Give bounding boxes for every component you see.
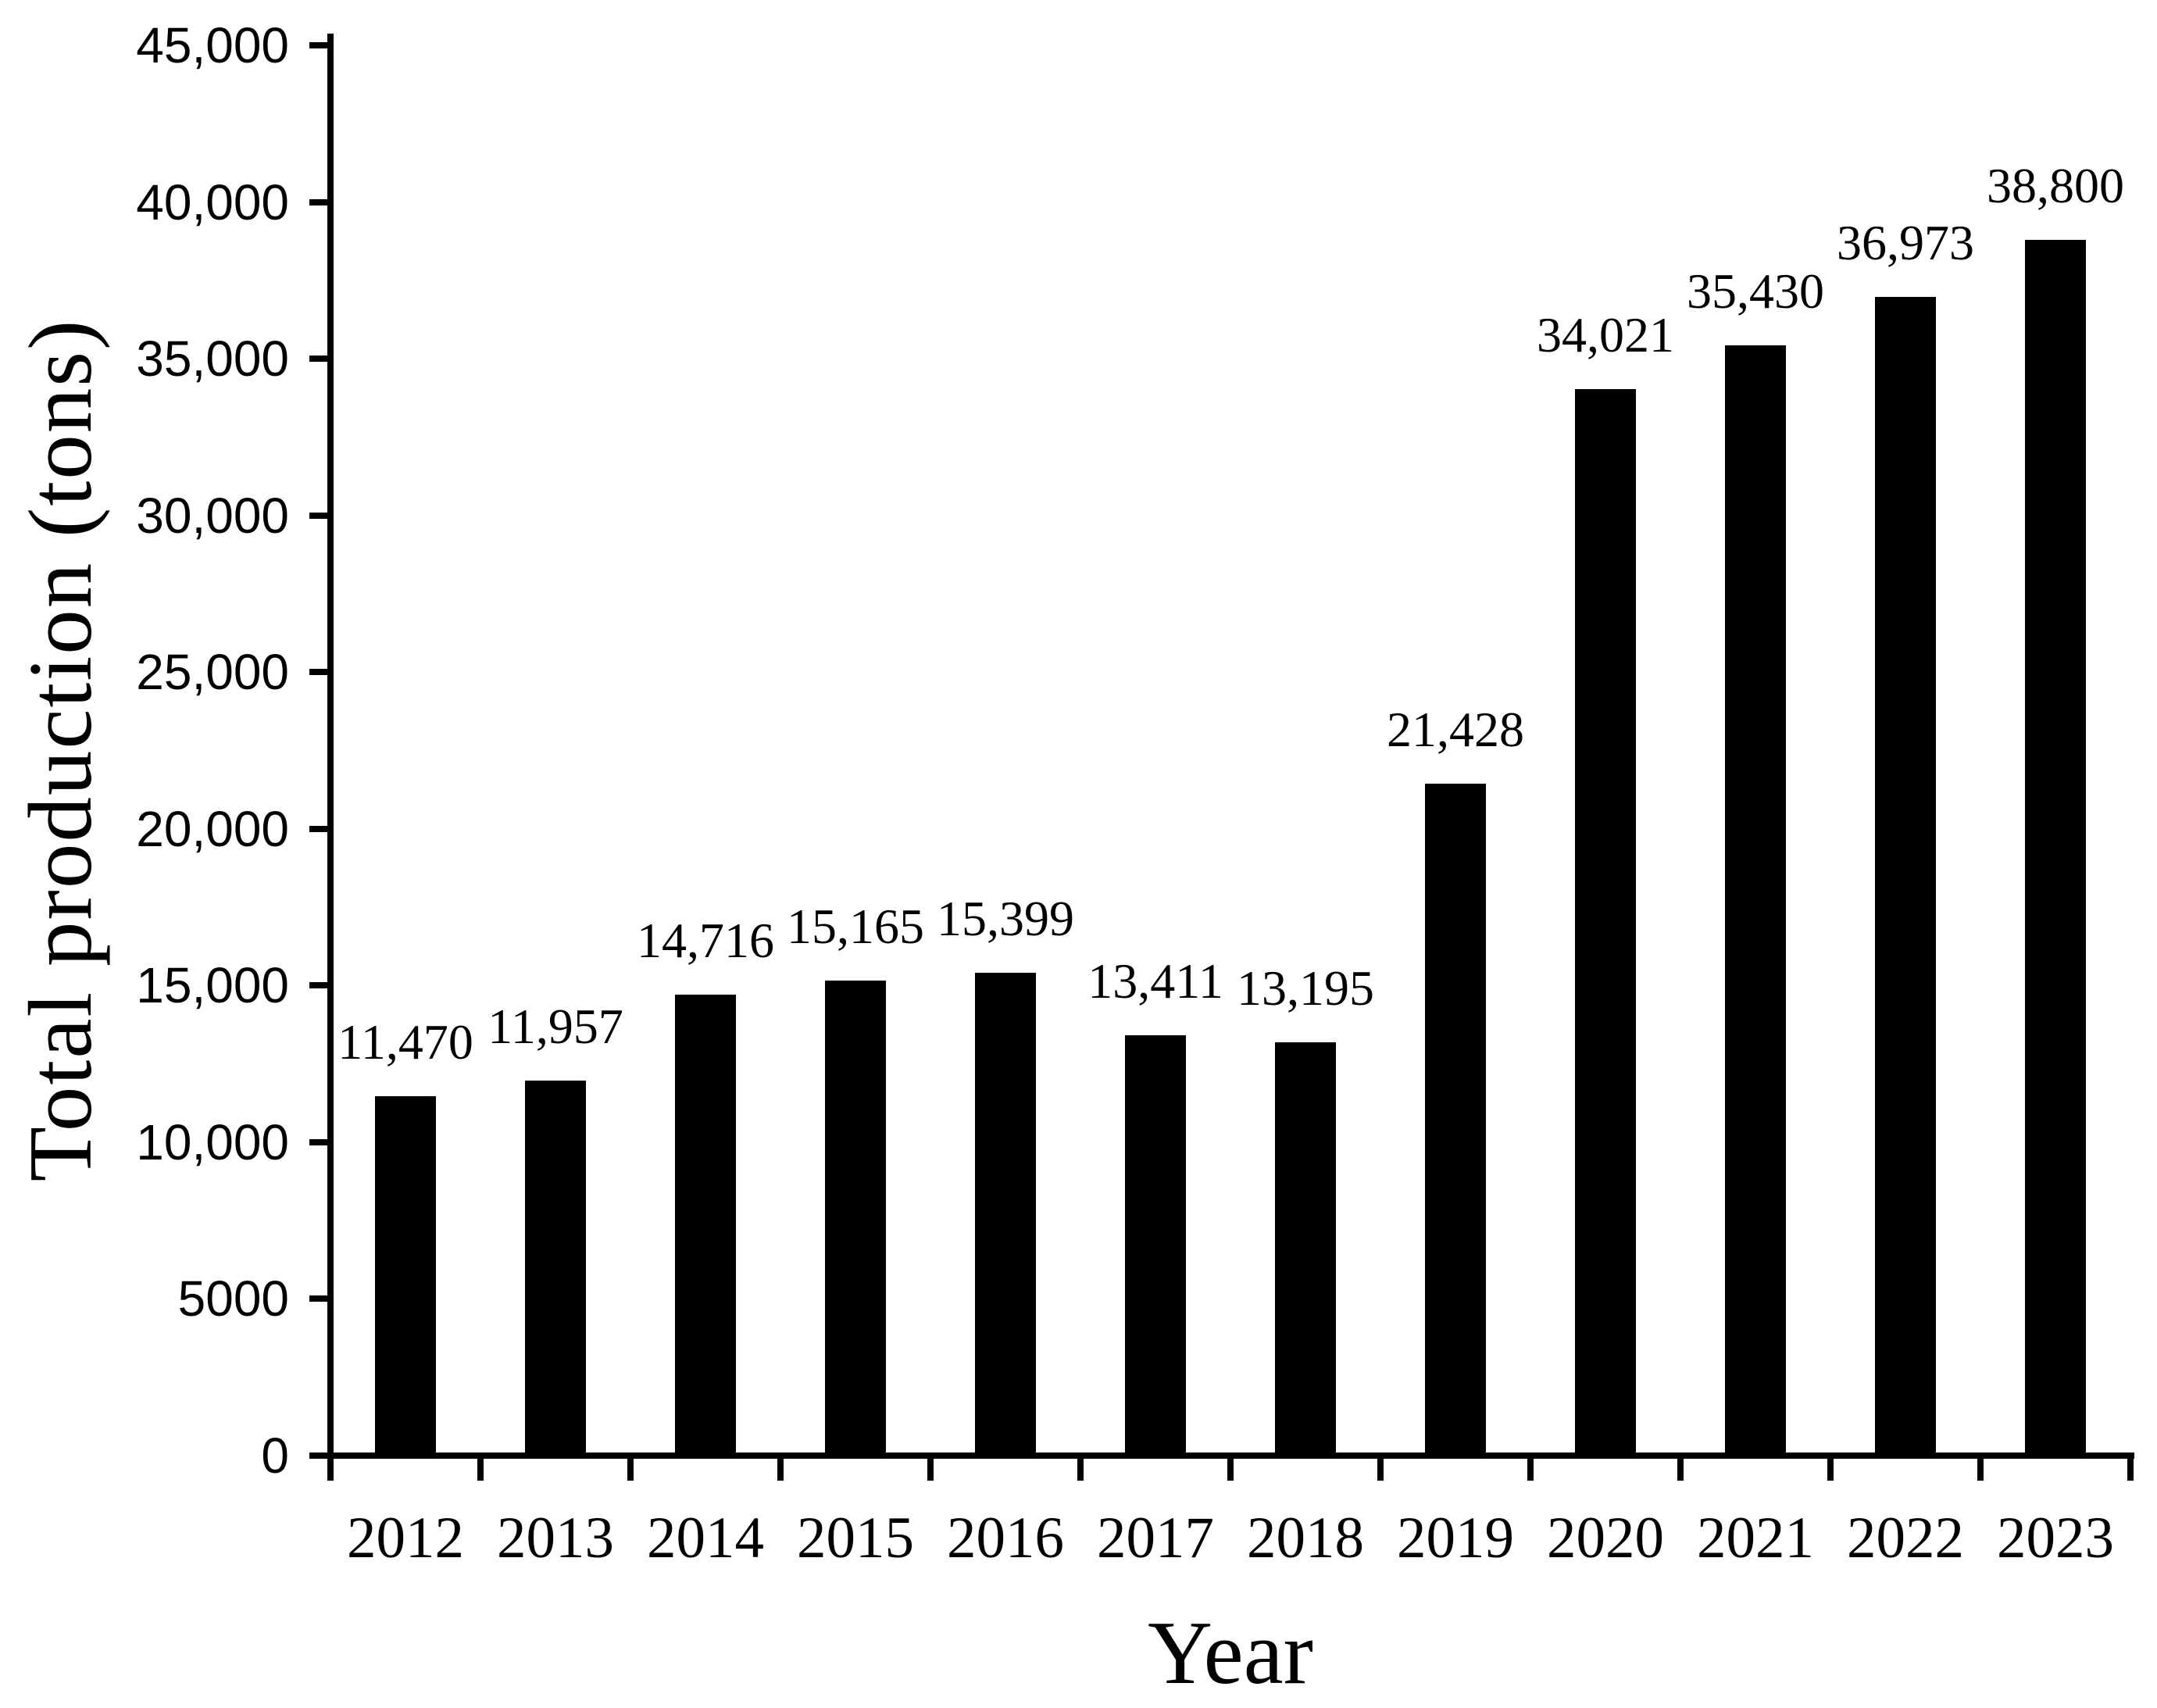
y-tick-label-35000: 35,000 — [136, 331, 289, 388]
x-tick-mark-9 — [1677, 1456, 1684, 1481]
data-label-2018: 13,195 — [1237, 959, 1374, 1016]
y-tick-mark-35000 — [309, 356, 330, 363]
x-tick-mark-11 — [1977, 1456, 1984, 1481]
bar-2021 — [1725, 345, 1786, 1456]
data-label-2015: 15,165 — [787, 898, 924, 954]
data-label-2012: 11,470 — [337, 1013, 473, 1070]
y-tick-mark-40000 — [309, 198, 330, 205]
x-label-2022: 2022 — [1847, 1506, 1964, 1570]
x-tick-mark-1 — [477, 1456, 484, 1481]
data-label-2022: 36,973 — [1837, 214, 1974, 270]
y-tick-mark-5000 — [309, 1295, 330, 1302]
bar-2015 — [825, 980, 886, 1456]
y-tick-label-30000: 30,000 — [136, 487, 289, 544]
y-axis-title: Total production (tons) — [11, 318, 110, 1182]
data-label-2021: 35,430 — [1687, 263, 1824, 319]
bar-2018 — [1275, 1042, 1336, 1456]
y-tick-label-10000: 10,000 — [136, 1113, 289, 1170]
x-tick-mark-8 — [1527, 1456, 1534, 1481]
x-tick-mark-4 — [927, 1456, 934, 1481]
x-label-2014: 2014 — [647, 1506, 764, 1570]
bar-2014 — [675, 994, 736, 1456]
x-label-2020: 2020 — [1547, 1506, 1664, 1570]
y-tick-label-20000: 20,000 — [136, 800, 289, 857]
data-label-2017: 13,411 — [1087, 953, 1223, 1009]
y-tick-label-0: 0 — [261, 1428, 289, 1484]
x-tick-mark-7 — [1377, 1456, 1384, 1481]
y-tick-label-5000: 5000 — [177, 1270, 289, 1327]
y-tick-mark-45000 — [309, 42, 330, 48]
x-tick-mark-2 — [627, 1456, 634, 1481]
bar-2019 — [1425, 784, 1486, 1456]
x-tick-mark-3 — [777, 1456, 784, 1481]
y-tick-label-15000: 15,000 — [136, 957, 289, 1014]
data-label-2023: 38,800 — [1987, 157, 2124, 213]
x-tick-mark-6 — [1227, 1456, 1234, 1481]
bar-2017 — [1125, 1035, 1186, 1456]
data-label-2014: 14,716 — [637, 912, 774, 968]
x-tick-mark-10 — [1827, 1456, 1834, 1481]
x-tick-mark-12 — [2127, 1456, 2134, 1481]
data-label-2016: 15,399 — [937, 891, 1074, 947]
x-axis-line — [309, 1453, 2134, 1459]
x-label-2017: 2017 — [1097, 1506, 1214, 1570]
y-tick-mark-30000 — [309, 512, 330, 519]
bar-2023 — [2025, 239, 2086, 1456]
y-tick-label-45000: 45,000 — [136, 17, 289, 73]
y-axis-line — [327, 34, 334, 1481]
x-label-2012: 2012 — [347, 1506, 464, 1570]
x-label-2023: 2023 — [1997, 1506, 2114, 1570]
x-label-2019: 2019 — [1397, 1506, 1514, 1570]
x-label-2021: 2021 — [1697, 1506, 1814, 1570]
data-label-2020: 34,021 — [1537, 307, 1674, 363]
y-tick-mark-20000 — [309, 825, 330, 832]
bar-2020 — [1575, 389, 1636, 1456]
y-tick-mark-10000 — [309, 1138, 330, 1145]
y-tick-mark-15000 — [309, 982, 330, 989]
x-label-2015: 2015 — [797, 1506, 914, 1570]
y-tick-mark-25000 — [309, 669, 330, 676]
y-tick-label-40000: 40,000 — [136, 173, 289, 230]
x-axis-title: Year — [1148, 1603, 1313, 1703]
y-tick-label-25000: 25,000 — [136, 644, 289, 701]
bar-2022 — [1875, 296, 1936, 1456]
bar-2012 — [375, 1095, 436, 1456]
x-label-2018: 2018 — [1247, 1506, 1364, 1570]
x-label-2013: 2013 — [497, 1506, 614, 1570]
bar-2016 — [975, 973, 1036, 1456]
data-label-2019: 21,428 — [1387, 702, 1524, 758]
bar-2013 — [525, 1081, 586, 1456]
x-label-2016: 2016 — [947, 1506, 1064, 1570]
data-label-2013: 11,957 — [487, 999, 623, 1055]
x-tick-mark-5 — [1077, 1456, 1084, 1481]
